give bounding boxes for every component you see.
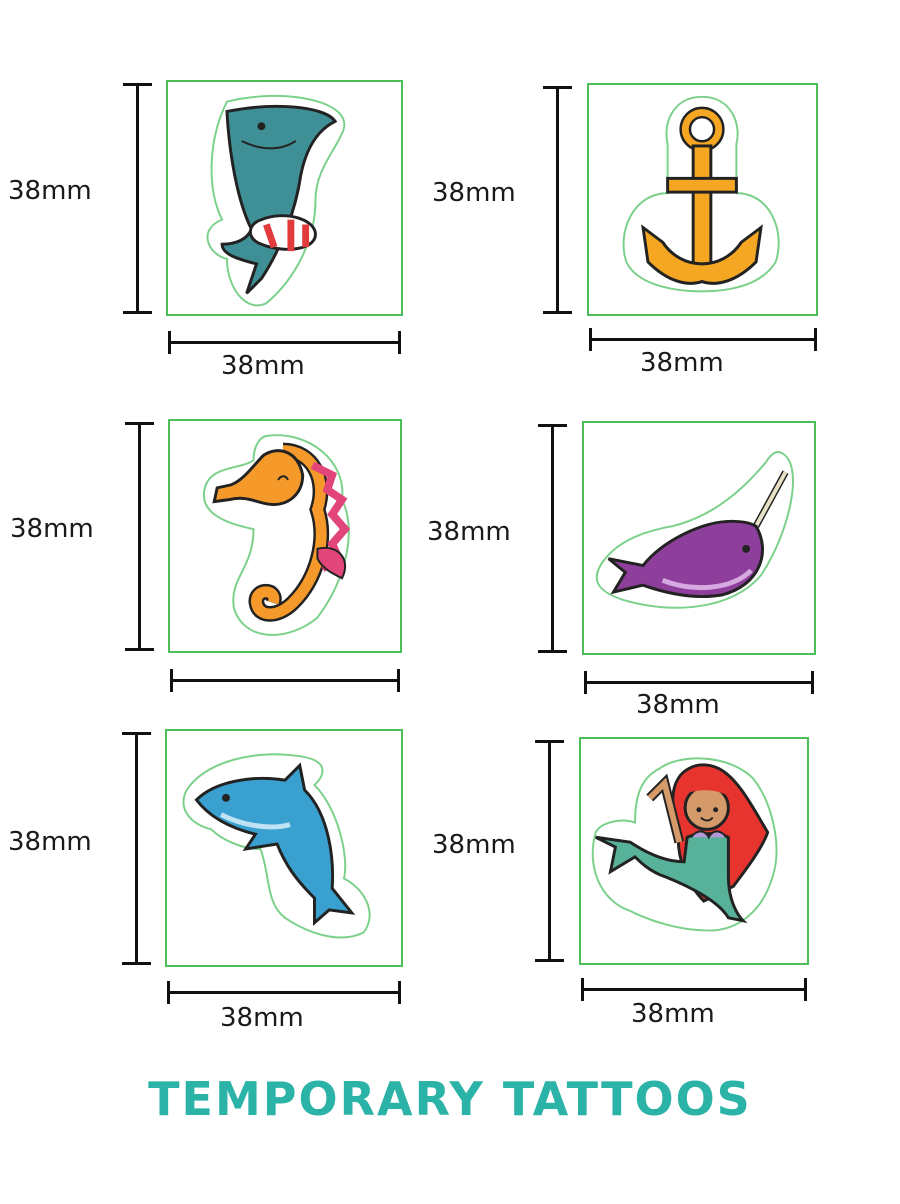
narwhal-icon <box>595 451 794 609</box>
dolphin-width-label: 38mm <box>220 1003 304 1033</box>
dolphin-width-bar <box>167 981 401 1004</box>
mermaid-icon <box>591 757 778 932</box>
narwhal-height-label: 38mm <box>427 517 511 547</box>
shark-icon <box>206 94 346 307</box>
page-title: TEMPORARY TATTOOS <box>148 1072 752 1126</box>
anchor-width-label: 38mm <box>640 348 724 378</box>
narwhal-frame <box>582 421 816 655</box>
mermaid-height-label: 38mm <box>432 830 516 860</box>
shark-frame <box>166 80 403 316</box>
narwhal-width-bar <box>584 671 814 694</box>
dolphin-icon <box>182 753 371 939</box>
shark-width-label: 38mm <box>221 351 305 381</box>
seahorse-height-bar <box>125 422 154 651</box>
anchor-height-bar <box>543 86 572 314</box>
narwhal-height-bar <box>538 424 567 653</box>
mermaid-height-bar <box>535 740 564 962</box>
anchor-frame <box>587 83 818 316</box>
narwhal-width-label: 38mm <box>636 690 720 720</box>
anchor-height-label: 38mm <box>432 178 516 208</box>
seahorse-icon <box>202 434 351 636</box>
seahorse-width-bar <box>170 669 400 692</box>
dolphin-frame <box>165 729 403 967</box>
dolphin-height-label: 38mm <box>8 827 92 857</box>
mermaid-width-label: 38mm <box>631 999 715 1029</box>
dolphin-height-bar <box>122 732 151 965</box>
seahorse-height-label: 38mm <box>10 514 94 544</box>
seahorse-frame <box>168 419 402 653</box>
shark-height-bar <box>123 83 152 314</box>
anchor-icon <box>622 95 780 293</box>
shark-height-label: 38mm <box>8 176 92 206</box>
mermaid-width-bar <box>581 978 807 1001</box>
shark-width-bar <box>168 331 401 354</box>
anchor-width-bar <box>589 328 817 351</box>
mermaid-frame <box>579 737 809 965</box>
